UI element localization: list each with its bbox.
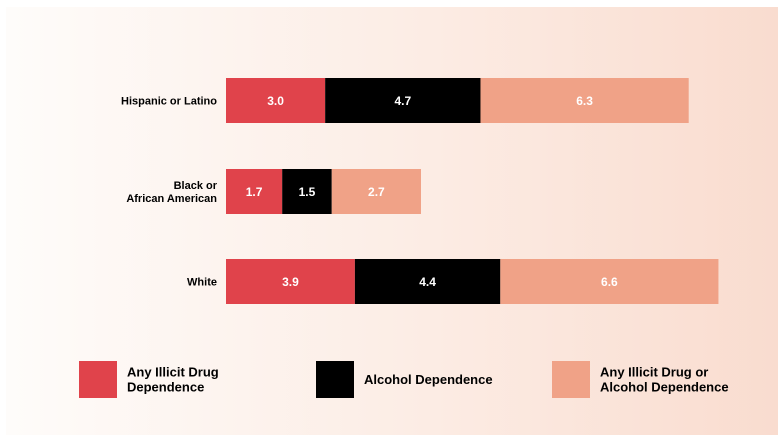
data-label: 4.7 bbox=[394, 94, 411, 108]
legend-label-line: Alcohol Dependence bbox=[600, 380, 729, 395]
data-label: 1.7 bbox=[246, 185, 263, 199]
bar-segment bbox=[226, 169, 283, 214]
category-label: White bbox=[187, 277, 217, 289]
legend-swatch bbox=[316, 361, 354, 398]
bar-segment bbox=[500, 259, 719, 304]
legend-swatch bbox=[79, 361, 117, 398]
bar-segment bbox=[480, 78, 689, 123]
data-label: 3.0 bbox=[267, 94, 284, 108]
data-label: 3.9 bbox=[282, 275, 299, 289]
data-label: 2.7 bbox=[368, 185, 385, 199]
data-label: 6.3 bbox=[576, 94, 593, 108]
legend-label-line: Any Illicit Drug bbox=[127, 365, 219, 380]
legend-label: Any Illicit Drug or Alcohol Dependence bbox=[600, 365, 729, 395]
category-label-line: Black or bbox=[174, 180, 218, 192]
bar-segment bbox=[325, 78, 481, 123]
legend-label-line: Any Illicit Drug or bbox=[600, 365, 708, 380]
bar-segment bbox=[354, 259, 501, 304]
legend-label-line: Alcohol Dependence bbox=[364, 372, 493, 387]
category-label: Hispanic or Latino bbox=[121, 96, 217, 108]
category-label: Black or African American bbox=[126, 180, 217, 205]
bar-segment bbox=[226, 78, 326, 123]
legend-label-line: Dependence bbox=[127, 380, 204, 395]
data-label: 1.5 bbox=[299, 185, 316, 199]
category-label-line: African American bbox=[126, 193, 217, 205]
data-label: 4.4 bbox=[419, 275, 436, 289]
legend-label: Alcohol Dependence bbox=[364, 372, 493, 387]
category-label-line: White bbox=[187, 277, 217, 289]
bar-segment bbox=[331, 169, 421, 214]
legend-swatch bbox=[552, 361, 590, 398]
legend-label: Any Illicit Drug Dependence bbox=[127, 365, 219, 395]
data-label: 6.6 bbox=[601, 275, 618, 289]
category-label-line: Hispanic or Latino bbox=[121, 96, 217, 108]
bar-segment bbox=[226, 259, 355, 304]
bar-segment bbox=[282, 169, 332, 214]
